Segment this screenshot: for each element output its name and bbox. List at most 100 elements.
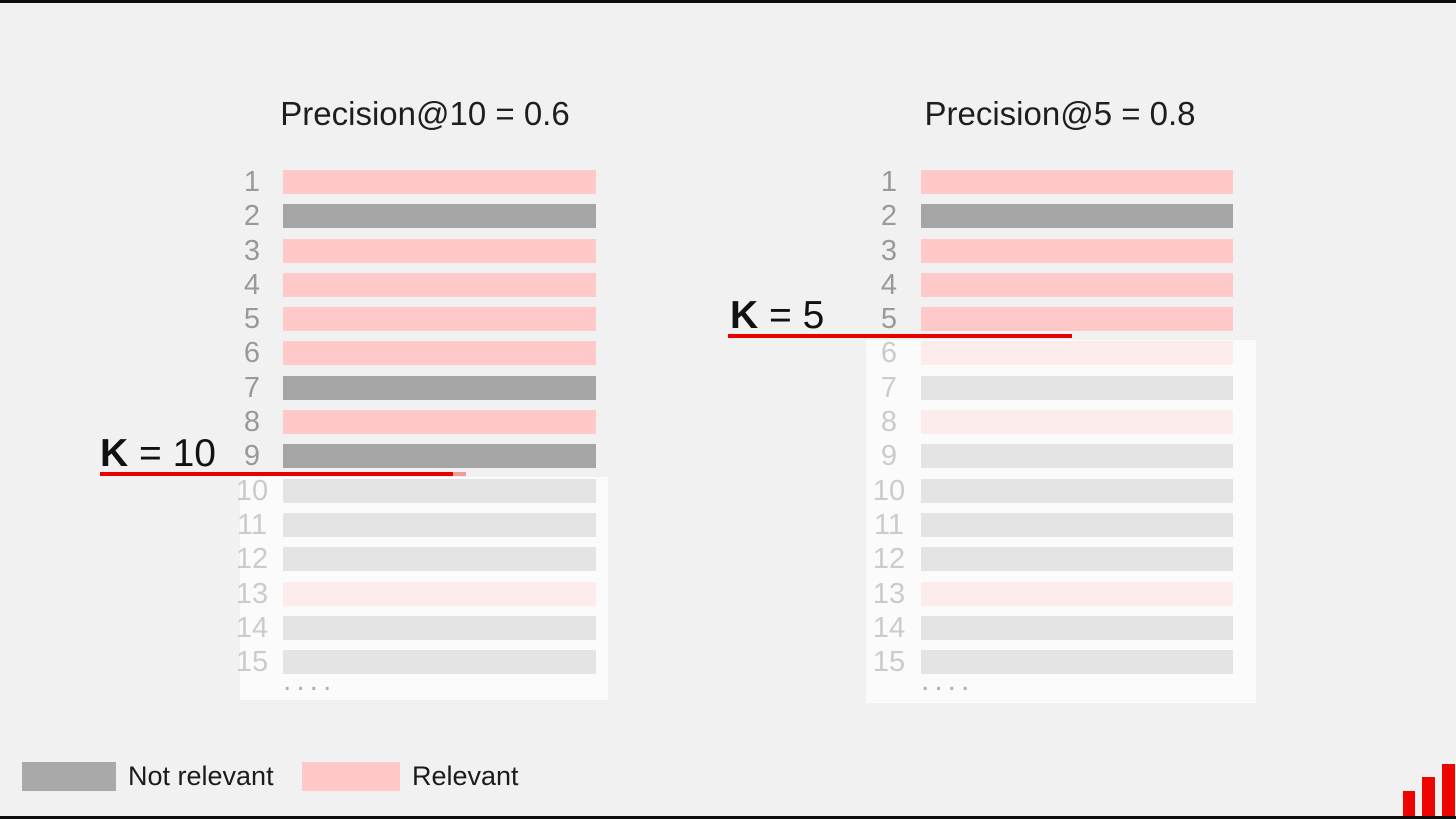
rank-row: 1 (226, 166, 598, 198)
result-bar (921, 616, 1233, 640)
result-bar (921, 307, 1233, 331)
rank-label: 2 (243, 200, 261, 232)
result-bar (283, 341, 596, 365)
result-bar (283, 479, 596, 503)
rank-row: 10 (226, 475, 598, 507)
rank-label: 6 (243, 337, 261, 369)
rank-row: 11 (226, 509, 598, 541)
rank-row: 2 (226, 200, 598, 232)
rank-row: 7 (863, 372, 1235, 404)
legend-not-relevant-label: Not relevant (128, 761, 274, 791)
rank-row: 3 (863, 235, 1235, 267)
result-bar (283, 170, 596, 194)
rank-row: 8 (863, 406, 1235, 438)
rank-row: 6 (226, 337, 598, 369)
result-bar (283, 513, 596, 537)
k-symbol: K (730, 294, 759, 337)
ellipsis: .... (921, 664, 975, 697)
left-diagram-title: Precision@10 = 0.6 (280, 95, 570, 132)
rank-row: 2 (863, 200, 1235, 232)
rank-row: 5 (863, 303, 1235, 335)
bar-chart-logo-bar (1442, 764, 1455, 816)
legend-relevant-label: Relevant (412, 761, 519, 791)
k-cutoff-line (728, 334, 1072, 338)
rank-label: 10 (235, 475, 269, 507)
rank-label: 9 (880, 440, 898, 472)
result-bar (283, 582, 596, 606)
rank-row: 1 (863, 166, 1235, 198)
rank-row: 8 (226, 406, 598, 438)
result-bar (921, 582, 1233, 606)
rank-label: 15 (872, 646, 906, 678)
rank-label: 6 (880, 337, 898, 369)
result-bar (921, 376, 1233, 400)
rank-label: 13 (235, 578, 269, 610)
rank-label: 8 (880, 406, 898, 438)
top-edge-bar (0, 0, 1456, 3)
result-bar (283, 376, 596, 400)
rank-row: 12 (863, 543, 1235, 575)
result-bar (921, 204, 1233, 228)
rank-row: 9 (226, 440, 598, 472)
rank-label: 4 (880, 269, 898, 301)
rank-row: 14 (863, 612, 1235, 644)
ellipsis: .... (283, 664, 337, 697)
rank-label: 3 (880, 235, 898, 267)
result-bar (921, 170, 1233, 194)
k-cutoff-line-tip (453, 472, 466, 476)
rank-label: 12 (872, 543, 906, 575)
result-bar (283, 273, 596, 297)
rank-label: 11 (236, 509, 268, 541)
result-bar (921, 410, 1233, 434)
k-cutoff-line (100, 472, 453, 476)
rank-row: 4 (226, 269, 598, 301)
rank-label: 1 (243, 166, 261, 198)
result-bar (283, 204, 596, 228)
result-bar (921, 444, 1233, 468)
rank-label: 4 (243, 269, 261, 301)
rank-label: 13 (872, 578, 906, 610)
rank-label: 9 (243, 440, 261, 472)
rank-label: 15 (235, 646, 269, 678)
rank-row: 4 (863, 269, 1235, 301)
rank-row: 13 (226, 578, 598, 610)
rank-row: 9 (863, 440, 1235, 472)
rank-label: 5 (880, 303, 898, 335)
rank-label: 14 (872, 612, 906, 644)
result-bar (921, 513, 1233, 537)
rank-row: 11 (863, 509, 1235, 541)
result-bar (921, 273, 1233, 297)
rank-label: 2 (880, 200, 898, 232)
result-bar (283, 616, 596, 640)
result-bar (283, 650, 596, 674)
result-bar (921, 650, 1233, 674)
rank-row: 12 (226, 543, 598, 575)
result-bar (283, 239, 596, 263)
rank-label: 1 (880, 166, 898, 198)
rank-row: 14 (226, 612, 598, 644)
rank-row: 15 (226, 646, 598, 678)
rank-row: 5 (226, 303, 598, 335)
rank-label: 12 (235, 543, 269, 575)
result-bar (283, 410, 596, 434)
rank-row: 15 (863, 646, 1235, 678)
result-bar (921, 547, 1233, 571)
k-symbol: K (100, 432, 129, 475)
rank-label: 11 (873, 509, 905, 541)
result-bar (921, 239, 1233, 263)
result-bar (921, 341, 1233, 365)
bar-chart-logo-bar (1422, 777, 1435, 816)
rank-row: 10 (863, 477, 1235, 506)
legend-not-relevant-swatch (22, 762, 116, 791)
rank-label: 7 (880, 372, 898, 404)
rank-row: 13 (863, 578, 1235, 610)
rank-label: 8 (243, 406, 261, 438)
k-label: K = 5 (730, 296, 824, 335)
rank-label: 3 (243, 235, 261, 267)
rank-label: 14 (235, 612, 269, 644)
k-value: = 5 (758, 294, 825, 337)
rank-row: 7 (226, 374, 598, 403)
rank-row: 3 (226, 235, 598, 267)
rank-label: 5 (243, 303, 261, 335)
